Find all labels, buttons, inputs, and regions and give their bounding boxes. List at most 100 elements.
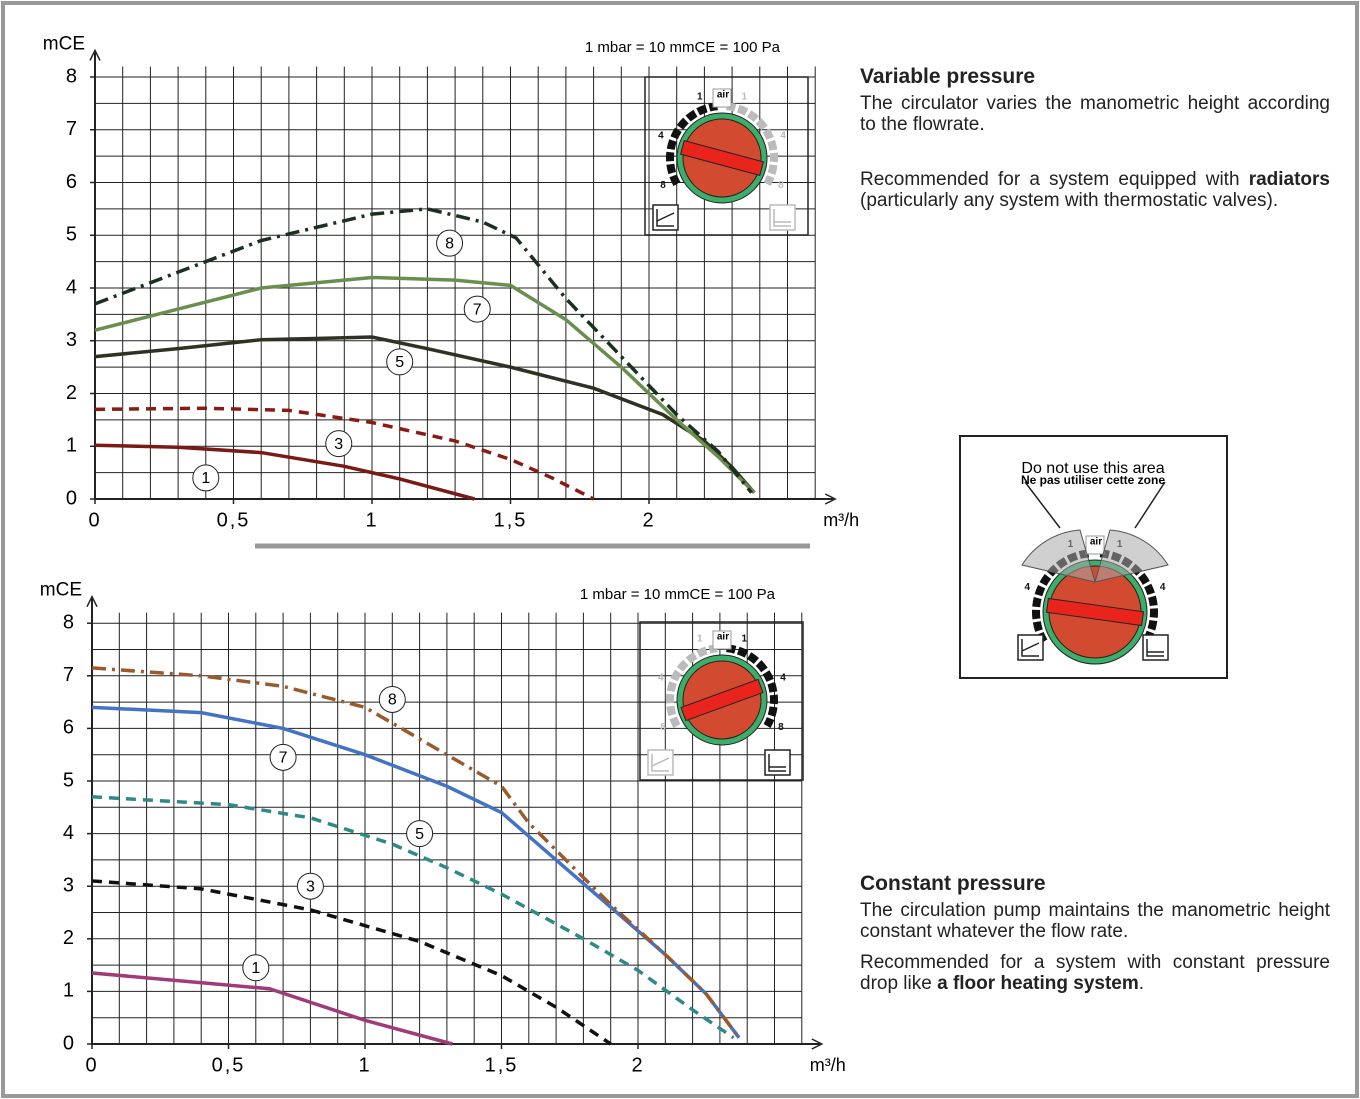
scale-label: 1 xyxy=(697,634,703,645)
scale-arc xyxy=(726,102,778,186)
air-icon xyxy=(1085,535,1105,555)
constant-text: Constant pressure The circulation pump m… xyxy=(860,873,1330,1004)
x-tick-label: 1,5 xyxy=(494,509,528,531)
y-tick-label: 7 xyxy=(66,118,77,140)
x-tick-label: 1,5 xyxy=(485,1054,519,1076)
series-label-circle xyxy=(269,743,297,771)
series-label-circle xyxy=(325,430,353,458)
y-tick-label: 5 xyxy=(66,224,77,246)
air-label: air xyxy=(1090,537,1102,548)
scale-label: 4 xyxy=(1160,582,1166,593)
warning-fr: Ne pas utiliser cette zone xyxy=(1021,473,1165,487)
scale-label: 8 xyxy=(778,180,784,191)
y-tick-label: 1 xyxy=(66,435,77,457)
y-axis-label: mCE xyxy=(43,33,85,54)
series-label-circle xyxy=(436,229,464,257)
series-label-circle xyxy=(192,464,220,492)
y-tick-label: 4 xyxy=(66,276,77,298)
series-label: 1 xyxy=(251,960,260,977)
y-tick-label: 0 xyxy=(63,1032,74,1054)
x-tick-label: 0,5 xyxy=(217,509,251,531)
y-axis-label: mCE xyxy=(40,580,82,601)
y-tick-label: 3 xyxy=(63,874,74,896)
scale-label: 1 xyxy=(741,634,747,645)
scale-arc xyxy=(726,644,778,728)
dial-knob xyxy=(1045,597,1145,627)
air-label: air xyxy=(717,90,729,101)
y-tick-label: 6 xyxy=(63,717,74,739)
mode-icon-line xyxy=(651,754,670,772)
series-label-circle xyxy=(296,872,324,900)
annotation: 1 mbar = 10 mmCE = 100 Pa xyxy=(580,586,776,603)
air-icon xyxy=(712,88,732,108)
series-label-circle xyxy=(463,295,491,323)
y-tick-label: 8 xyxy=(63,611,74,633)
x-tick-label: 2 xyxy=(642,509,655,531)
y-tick-label: 6 xyxy=(66,171,77,193)
series-label: 5 xyxy=(415,826,424,843)
y-tick-label: 4 xyxy=(63,822,74,844)
paragraph: The circulation pump maintains the manom… xyxy=(860,900,1330,942)
heading: Constant pressure xyxy=(860,872,1046,895)
x-tick-label: 0,5 xyxy=(212,1054,246,1076)
series-label-circle xyxy=(386,348,414,376)
y-tick-label: 7 xyxy=(63,664,74,686)
series-label: 1 xyxy=(201,470,210,487)
y-tick-label: 1 xyxy=(63,980,74,1002)
air-label: air xyxy=(717,632,729,643)
axis-arrow xyxy=(89,48,101,61)
series-label-circle xyxy=(378,685,406,713)
air-icon xyxy=(712,630,732,650)
mode-icon-line xyxy=(656,209,675,227)
scale-arc xyxy=(666,644,718,728)
x-tick-label: 1 xyxy=(358,1054,371,1076)
pointer xyxy=(1024,481,1061,529)
scale-label: 8 xyxy=(660,180,666,191)
scale-label: 8 xyxy=(660,722,666,733)
text: Recommended for a system with constant p… xyxy=(860,952,1330,994)
series-label: 5 xyxy=(395,354,404,371)
series-label-circle xyxy=(406,820,434,848)
heading: Variable pressure xyxy=(860,65,1036,88)
dial-knob xyxy=(680,678,764,722)
scale-label: 4 xyxy=(658,130,664,141)
series-label-circle xyxy=(242,954,270,982)
mode-icon-line xyxy=(1146,639,1164,657)
series-line xyxy=(94,275,756,494)
mode-icon-line xyxy=(768,754,786,772)
series-label: 7 xyxy=(279,750,288,767)
series-line xyxy=(94,406,595,501)
series-line xyxy=(91,795,735,1040)
series-line xyxy=(91,971,453,1046)
scale-label: 4 xyxy=(780,672,786,683)
axis-arrow xyxy=(86,595,98,608)
series-line xyxy=(94,207,753,494)
pointer xyxy=(1134,481,1166,529)
forbidden-zone xyxy=(1021,529,1096,583)
scale-label: 4 xyxy=(780,130,786,141)
series-line xyxy=(94,443,475,501)
forbidden-zone xyxy=(1094,529,1169,583)
axis-arrow xyxy=(811,1038,824,1050)
y-tick-label: 5 xyxy=(63,769,74,791)
series-line xyxy=(91,879,612,1046)
x-tick-label: 2 xyxy=(631,1054,644,1076)
scale-label: 4 xyxy=(658,672,664,683)
scale-label: 1 xyxy=(697,92,703,103)
dial-knob xyxy=(679,140,765,176)
scale-label: 8 xyxy=(778,722,784,733)
text: Recommended for a system equipped with xyxy=(860,169,1249,190)
y-tick-label: 8 xyxy=(66,65,77,87)
text: a floor heating system xyxy=(937,973,1139,994)
y-tick-label: 0 xyxy=(66,487,77,509)
mode-icon-line xyxy=(1021,639,1040,657)
series-label: 3 xyxy=(334,436,343,453)
x-tick-label: 1 xyxy=(365,509,378,531)
paragraph: Recommended for a system with constant p… xyxy=(860,952,1330,994)
paragraph: Recommended for a system equipped with r… xyxy=(860,169,1330,211)
series-label: 3 xyxy=(306,878,315,895)
text: (particularly any system with thermostat… xyxy=(860,190,1279,211)
mode-icon-line xyxy=(773,209,791,227)
